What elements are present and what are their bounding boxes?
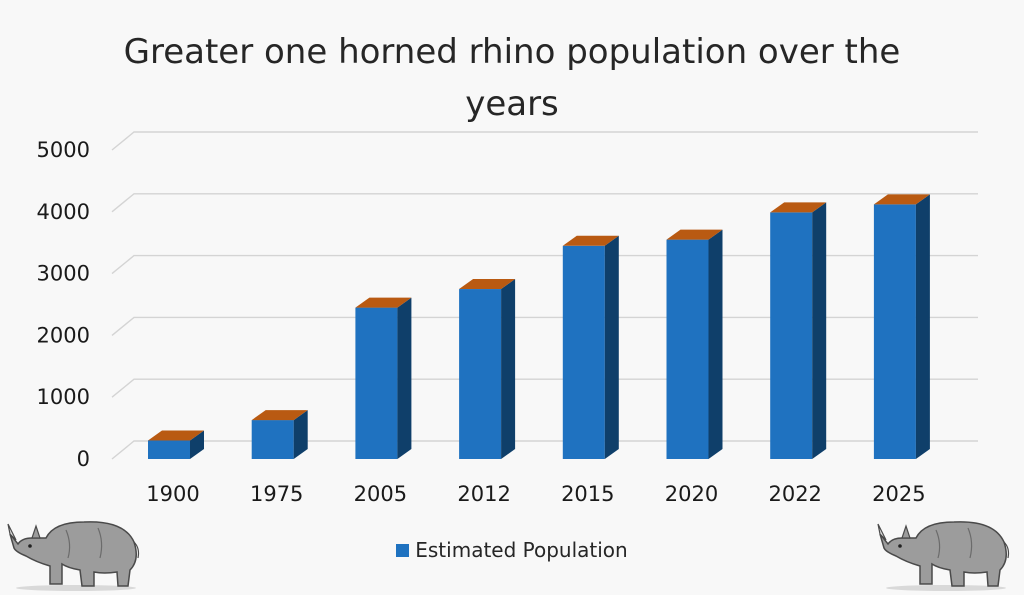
y-tick-label: 4000	[37, 200, 90, 224]
y-tick-label: 1000	[37, 385, 90, 409]
chart-title: Greater one horned rhino population over…	[123, 32, 901, 124]
bar-2012	[459, 279, 516, 459]
x-axis-ticks: 1900 1975 2005 2012 2015 2020 2022 2025	[146, 482, 925, 506]
x-tick-label: 2022	[768, 482, 821, 506]
bar-2015	[562, 235, 619, 459]
bars	[148, 194, 930, 459]
legend-swatch	[396, 543, 410, 557]
gridline	[111, 440, 978, 460]
y-tick-label: 5000	[37, 138, 90, 162]
bar-2025	[873, 194, 930, 459]
gridline	[111, 378, 978, 398]
bar-2020	[666, 229, 723, 459]
gridline	[111, 316, 978, 336]
bar-2022	[770, 202, 827, 459]
gridlines	[111, 131, 978, 460]
rhino-right-illustration	[877, 521, 1010, 591]
bar-1900	[148, 430, 204, 459]
y-tick-label: 0	[77, 447, 90, 471]
gridline	[111, 254, 978, 275]
y-axis-ticks: 0 1000 2000 3000 4000 5000	[37, 138, 90, 471]
legend: Estimated Population	[0, 538, 1024, 562]
x-tick-label: 2012	[457, 482, 510, 506]
y-tick-label: 2000	[37, 323, 90, 347]
x-tick-label: 1900	[146, 482, 199, 506]
x-tick-label: 1975	[250, 482, 303, 506]
bar-2005	[355, 297, 412, 459]
gridline	[111, 131, 978, 151]
x-tick-label: 2015	[561, 482, 614, 506]
x-tick-label: 2020	[665, 482, 718, 506]
bar-1975	[251, 410, 308, 459]
legend-label: Estimated Population	[415, 538, 628, 562]
rhino-left-illustration	[7, 521, 140, 591]
y-tick-label: 3000	[37, 262, 90, 286]
x-tick-label: 2025	[872, 482, 925, 506]
x-tick-label: 2005	[354, 482, 407, 506]
gridline	[111, 193, 978, 213]
